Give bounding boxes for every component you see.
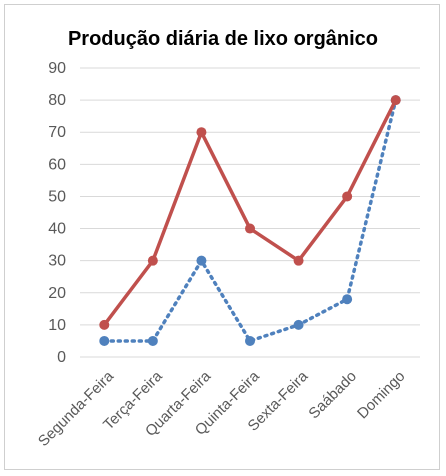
data-point-series-0: [99, 319, 110, 330]
y-tick-label: 30: [48, 253, 66, 270]
y-tick-label: 50: [48, 188, 66, 205]
y-tick-label: 0: [57, 349, 66, 366]
data-point-series-0: [196, 127, 207, 138]
data-point-series-0: [293, 255, 304, 266]
data-point-series-0: [342, 191, 353, 202]
y-tick-label: 10: [48, 317, 66, 334]
data-point-series-1: [99, 335, 110, 346]
x-tick-label: Segunda-Feira: [35, 367, 118, 450]
data-point-series-1: [293, 319, 304, 330]
y-tick-label: 90: [48, 60, 66, 77]
data-point-series-1: [147, 335, 158, 346]
y-tick-label: 40: [48, 221, 66, 238]
data-point-series-1: [245, 335, 255, 346]
data-point-series-1: [196, 255, 207, 266]
data-point-series-1: [342, 294, 353, 305]
data-point-series-0: [390, 95, 401, 106]
series-layer: [99, 95, 401, 346]
series-line-0: [102, 99, 398, 326]
chart-title: Produção diária de lixo orgânico: [67, 28, 379, 50]
data-point-series-0: [245, 223, 255, 234]
grid-layer: [80, 67, 420, 358]
y-tick-label: 80: [48, 92, 66, 109]
chart-frame: [4, 4, 440, 470]
y-axis-ticks: 0 10 20 30 40 50 60 70 80 90: [48, 60, 66, 366]
x-tick-label: Domingo: [354, 368, 408, 422]
x-axis-ticks: Segunda-FeiraTerça-FeiraQuarta-FeiraQuin…: [35, 367, 409, 450]
y-tick-label: 70: [48, 124, 66, 141]
series-line-1: [102, 98, 398, 344]
x-tick-label: Saábado: [305, 368, 359, 422]
data-point-series-0: [147, 255, 158, 266]
y-tick-label: 60: [48, 156, 66, 173]
y-tick-label: 20: [48, 285, 66, 302]
